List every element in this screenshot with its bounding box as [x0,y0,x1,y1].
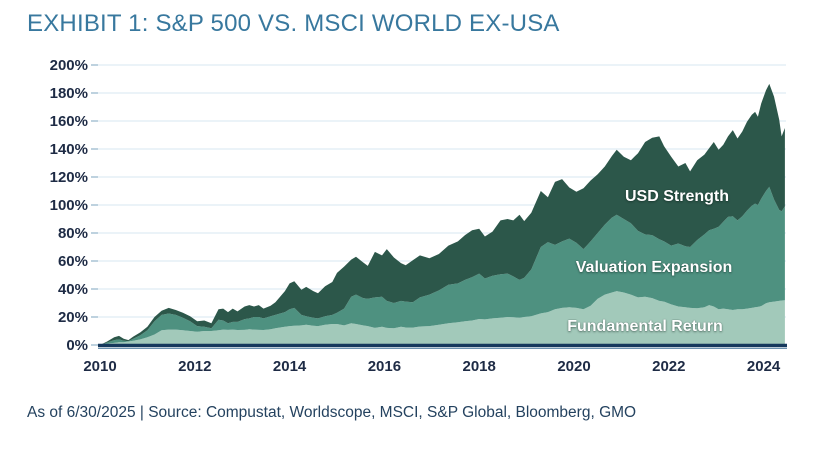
area-fundamental-return [100,291,785,345]
x-tick-label: 2018 [463,358,496,375]
y-tick-label: 20% [58,309,88,326]
area-label-valuation-expansion: Valuation Expansion [575,259,733,276]
y-tick-label: 140% [50,141,88,158]
x-tick-label: 2012 [178,358,211,375]
y-tick-label: 200% [50,57,88,74]
y-tick-label: 40% [58,281,88,298]
x-tick-label: 2024 [747,358,781,375]
y-tick-label: 180% [50,85,88,102]
x-tick-label: 2022 [652,358,685,375]
x-tick-label: 2020 [557,358,590,375]
x-tick-label: 2014 [273,358,307,375]
y-tick-label: 60% [58,253,88,270]
y-tick-label: 0% [66,337,88,354]
source-footnote: As of 6/30/2025 | Source: Compustat, Wor… [27,404,637,421]
y-tick-label: 80% [58,225,88,242]
area-valuation-expansion [100,186,785,345]
y-tick-label: 160% [50,113,88,130]
area-usd-strength [100,83,785,346]
area-label-usd-strength: USD Strength [625,188,729,205]
x-tick-label: 2016 [368,358,401,375]
area-label-fundamental-return: Fundamental Return [567,318,723,335]
y-tick-label: 100% [50,197,88,214]
x-tick-label: 2010 [83,358,116,375]
y-tick-label: 120% [50,169,88,186]
exhibit-title: EXHIBIT 1: S&P 500 VS. MSCI WORLD EX-USA [27,10,560,37]
